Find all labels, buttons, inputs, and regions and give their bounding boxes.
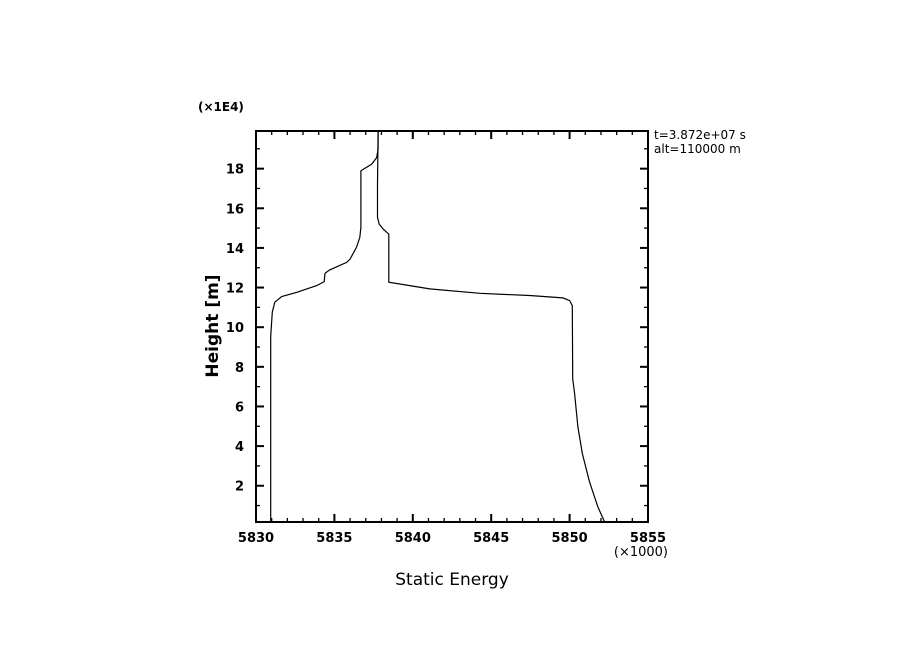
y-tick-label: 6 [235, 400, 244, 415]
annotation-altitude: alt=110000 m [654, 142, 741, 156]
series-line-2 [376, 130, 606, 523]
x-tick-label: 5835 [316, 531, 352, 546]
x-axis-title: Static Energy [395, 570, 509, 590]
y-tick-labels: 2 4 6 8 10 12 14 16 18 [226, 163, 244, 495]
annotation-time: t=3.872e+07 s [654, 128, 746, 142]
x-multiplier-label: (×1000) [614, 545, 668, 560]
x-tick-label: 5850 [552, 531, 588, 546]
x-tick-labels: 5830 5835 5840 5845 5850 5855 [238, 531, 666, 546]
y-tick-label: 8 [235, 361, 244, 376]
series-group [270, 130, 606, 523]
y-tick-label: 2 [235, 480, 244, 495]
y-tick-label: 4 [235, 440, 244, 455]
y-tick-label: 14 [226, 242, 244, 257]
y-multiplier-label: (×1E4) [198, 100, 244, 114]
series-line-1 [270, 131, 379, 522]
x-tick-label: 5840 [395, 531, 431, 546]
y-axis-title: Height [m] [203, 274, 223, 377]
y-tick-label: 16 [226, 202, 244, 217]
y-tick-label: 18 [226, 163, 244, 178]
x-tick-label: 5845 [473, 531, 509, 546]
y-tick-label: 10 [226, 321, 244, 336]
y-tick-label: 12 [226, 282, 244, 297]
x-tick-label: 5855 [630, 531, 666, 546]
plot-frame [255, 130, 649, 523]
axis-ticks [255, 131, 649, 522]
x-tick-label: 5830 [238, 531, 274, 546]
